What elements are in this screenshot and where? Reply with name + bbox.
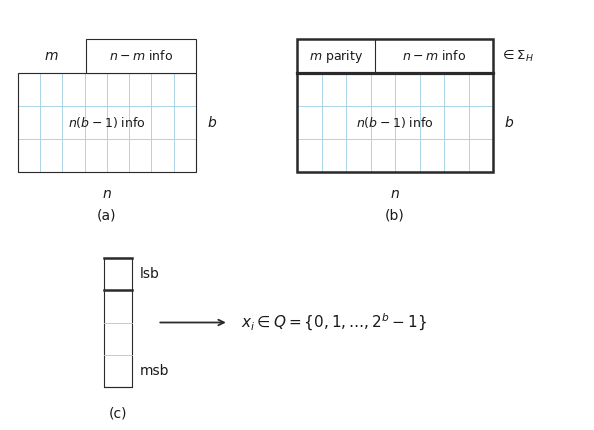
Bar — [297, 74, 493, 172]
Text: (a): (a) — [97, 209, 116, 223]
Bar — [18, 74, 196, 172]
Text: $n$: $n$ — [390, 187, 400, 201]
Bar — [104, 322, 132, 355]
Bar — [104, 290, 132, 322]
Text: (b): (b) — [385, 209, 405, 223]
Text: lsb: lsb — [140, 267, 159, 281]
Bar — [104, 355, 132, 387]
Text: $m$: $m$ — [45, 49, 59, 63]
Text: $b$: $b$ — [207, 115, 217, 130]
Text: $\in \Sigma_H$: $\in \Sigma_H$ — [500, 48, 534, 64]
Text: $n-m\ \mathrm{info}$: $n-m\ \mathrm{info}$ — [109, 49, 173, 63]
Bar — [297, 39, 493, 74]
Text: $n-m\ \mathrm{info}$: $n-m\ \mathrm{info}$ — [402, 49, 466, 63]
Bar — [297, 74, 493, 172]
Text: (c): (c) — [109, 406, 128, 421]
Text: $m\ \mathrm{parity}$: $m\ \mathrm{parity}$ — [309, 48, 364, 64]
Text: $n(b-1)\ \mathrm{info}$: $n(b-1)\ \mathrm{info}$ — [68, 115, 146, 130]
Text: $x_i \in Q = \{0, 1, \ldots, 2^b - 1\}$: $x_i \in Q = \{0, 1, \ldots, 2^b - 1\}$ — [241, 312, 426, 333]
Text: $n(b-1)\ \mathrm{info}$: $n(b-1)\ \mathrm{info}$ — [356, 115, 434, 130]
Bar — [297, 74, 493, 172]
Text: $n$: $n$ — [102, 187, 112, 201]
Text: msb: msb — [140, 364, 169, 378]
Bar — [86, 39, 196, 74]
Text: $b$: $b$ — [504, 115, 514, 130]
Bar — [104, 258, 132, 290]
Bar — [104, 258, 132, 387]
Bar — [18, 74, 196, 172]
